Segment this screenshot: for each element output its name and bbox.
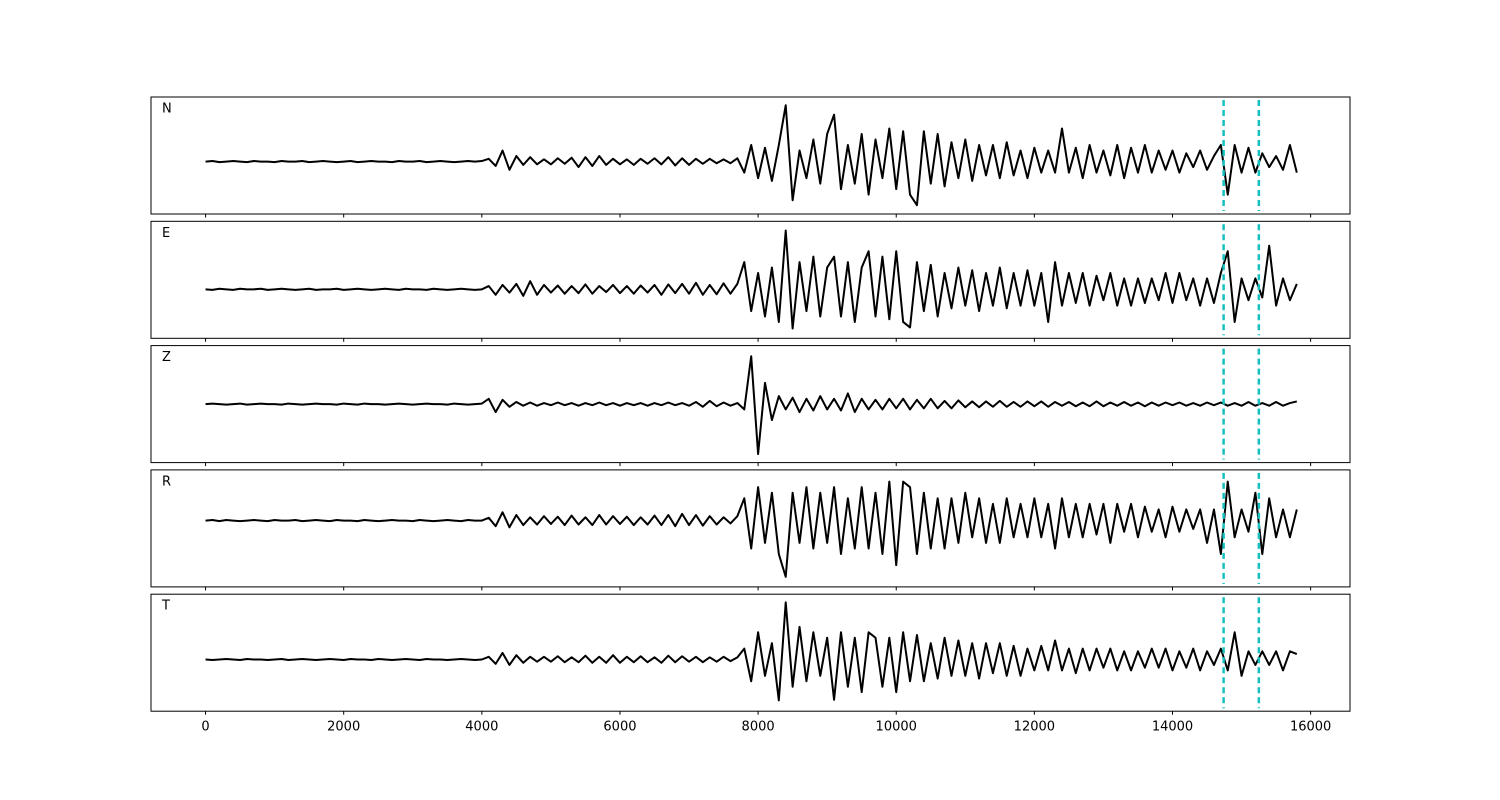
x-tick-label: 4000 — [465, 720, 498, 735]
trace — [205, 355, 1298, 456]
channel-label: T — [161, 599, 170, 614]
channel-label: R — [162, 474, 171, 489]
x-tick-label: 14000 — [1152, 720, 1193, 735]
axes-frame — [150, 345, 1351, 464]
x-tick-label: 8000 — [742, 720, 775, 735]
x-tick-label: 10000 — [876, 720, 917, 735]
x-tick-label: 16000 — [1290, 720, 1331, 735]
axes-frame — [150, 220, 1351, 339]
axes-frame — [150, 469, 1351, 588]
axes-frame — [150, 96, 1351, 215]
channel-label: Z — [162, 350, 171, 365]
trace — [205, 480, 1298, 578]
x-tick-label: 12000 — [1014, 720, 1055, 735]
channel-label: E — [162, 226, 170, 241]
trace — [205, 104, 1298, 207]
channel-label: N — [162, 102, 172, 117]
x-tick-label: 0 — [201, 720, 209, 735]
trace — [205, 229, 1298, 330]
axes-frame — [150, 593, 1351, 712]
x-tick-label: 2000 — [327, 720, 360, 735]
trace — [205, 601, 1298, 702]
x-tick-label: 6000 — [603, 720, 636, 735]
